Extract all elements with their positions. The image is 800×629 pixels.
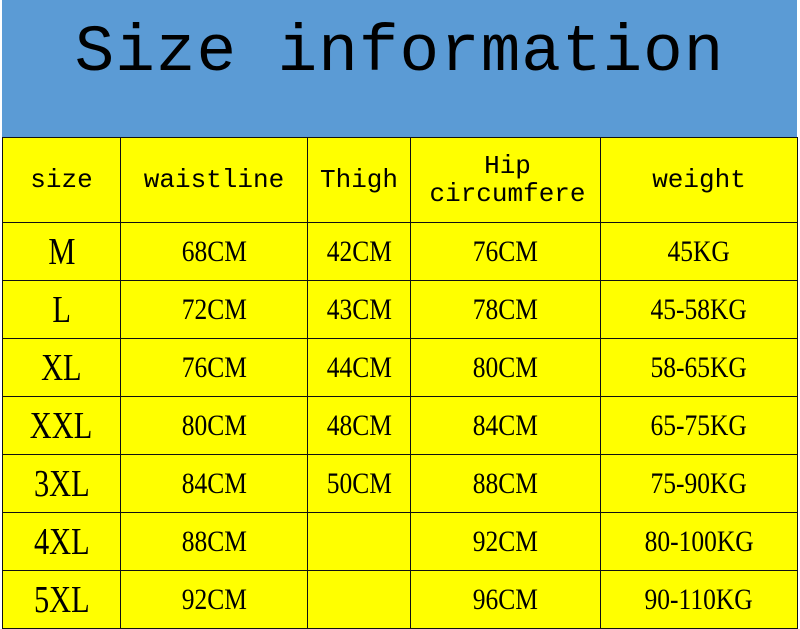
cell-value: 75-90KG: [650, 466, 748, 500]
cell-value: 43CM: [326, 292, 392, 326]
cell-value: 80CM: [181, 408, 247, 442]
cell-thigh: 42CM: [307, 222, 411, 281]
cell-value: 80-100KG: [644, 524, 754, 558]
cell-value: 4XL: [33, 520, 90, 563]
cell-hip: 78CM: [410, 280, 601, 339]
cell-value: 68CM: [181, 234, 247, 268]
cell-waistline: 76CM: [120, 338, 308, 397]
cell-thigh: [307, 570, 411, 629]
cell-size: XXL: [2, 396, 121, 455]
cell-waistline: 84CM: [120, 454, 308, 513]
cell-value: 76CM: [181, 350, 247, 384]
cell-value: 96CM: [472, 582, 539, 616]
cell-value: 72CM: [181, 292, 247, 326]
cell-size: 5XL: [2, 570, 121, 629]
cell-hip: 76CM: [410, 222, 601, 281]
cell-weight: 45-58KG: [600, 280, 798, 339]
table-row: XXL 80CM 48CM 84CM 65-75KG: [2, 396, 798, 455]
cell-value: 88CM: [472, 466, 539, 500]
cell-size: L: [2, 280, 121, 339]
cell-hip: 96CM: [410, 570, 601, 629]
cell-value: XL: [41, 346, 82, 389]
cell-weight: 75-90KG: [600, 454, 798, 513]
cell-thigh: 50CM: [307, 454, 411, 513]
cell-value: 65-75KG: [650, 408, 748, 442]
cell-waistline: 92CM: [120, 570, 308, 629]
column-header-weight: weight: [600, 137, 798, 223]
cell-weight: 58-65KG: [600, 338, 798, 397]
cell-value: M: [47, 230, 76, 273]
cell-size: 4XL: [2, 512, 121, 571]
cell-value: 5XL: [33, 578, 90, 621]
cell-thigh: 43CM: [307, 280, 411, 339]
cell-waistline: 88CM: [120, 512, 308, 571]
cell-thigh: 44CM: [307, 338, 411, 397]
cell-value: 92CM: [472, 524, 539, 558]
cell-hip: 80CM: [410, 338, 601, 397]
cell-value: 90-110KG: [644, 582, 754, 616]
cell-value: 88CM: [181, 524, 247, 558]
cell-value: 80CM: [472, 350, 539, 384]
page-title: Size information: [74, 15, 725, 90]
cell-value: XXL: [30, 404, 93, 447]
size-table: size waistline Thigh Hip circumfere weig…: [2, 137, 798, 629]
cell-value: 92CM: [181, 582, 247, 616]
table-row: 3XL 84CM 50CM 88CM 75-90KG: [2, 454, 798, 513]
cell-size: M: [2, 222, 121, 281]
cell-value: 45KG: [667, 234, 731, 268]
cell-waistline: 72CM: [120, 280, 308, 339]
cell-waistline: 68CM: [120, 222, 308, 281]
column-header-size: size: [2, 137, 121, 223]
table-header-row: size waistline Thigh Hip circumfere weig…: [2, 137, 798, 223]
cell-value: 84CM: [181, 466, 247, 500]
cell-hip: 88CM: [410, 454, 601, 513]
cell-value: 45-58KG: [650, 292, 748, 326]
cell-size: XL: [2, 338, 121, 397]
table-row: XL 76CM 44CM 80CM 58-65KG: [2, 338, 798, 397]
cell-thigh: [307, 512, 411, 571]
cell-value: 48CM: [326, 408, 392, 442]
cell-value: 50CM: [326, 466, 392, 500]
cell-value: 84CM: [472, 408, 539, 442]
cell-thigh: 48CM: [307, 396, 411, 455]
cell-value: L: [52, 288, 71, 331]
cell-value: 58-65KG: [650, 350, 748, 384]
cell-weight: 80-100KG: [600, 512, 798, 571]
cell-waistline: 80CM: [120, 396, 308, 455]
cell-weight: 45KG: [600, 222, 798, 281]
title-banner: Size information: [2, 0, 797, 137]
cell-value: 44CM: [326, 350, 392, 384]
cell-hip: 84CM: [410, 396, 601, 455]
cell-value: 42CM: [326, 234, 392, 268]
table-row: M 68CM 42CM 76CM 45KG: [2, 222, 798, 281]
cell-value: 78CM: [472, 292, 539, 326]
table-row: 4XL 88CM 92CM 80-100KG: [2, 512, 798, 571]
table-row: 5XL 92CM 96CM 90-110KG: [2, 570, 798, 629]
cell-value: 3XL: [33, 462, 90, 505]
cell-weight: 90-110KG: [600, 570, 798, 629]
column-header-hip: Hip circumfere: [410, 137, 601, 223]
cell-weight: 65-75KG: [600, 396, 798, 455]
column-header-thigh: Thigh: [307, 137, 411, 223]
cell-size: 3XL: [2, 454, 121, 513]
cell-value: 76CM: [472, 234, 539, 268]
cell-hip: 92CM: [410, 512, 601, 571]
table-row: L 72CM 43CM 78CM 45-58KG: [2, 280, 798, 339]
column-header-waistline: waistline: [120, 137, 308, 223]
